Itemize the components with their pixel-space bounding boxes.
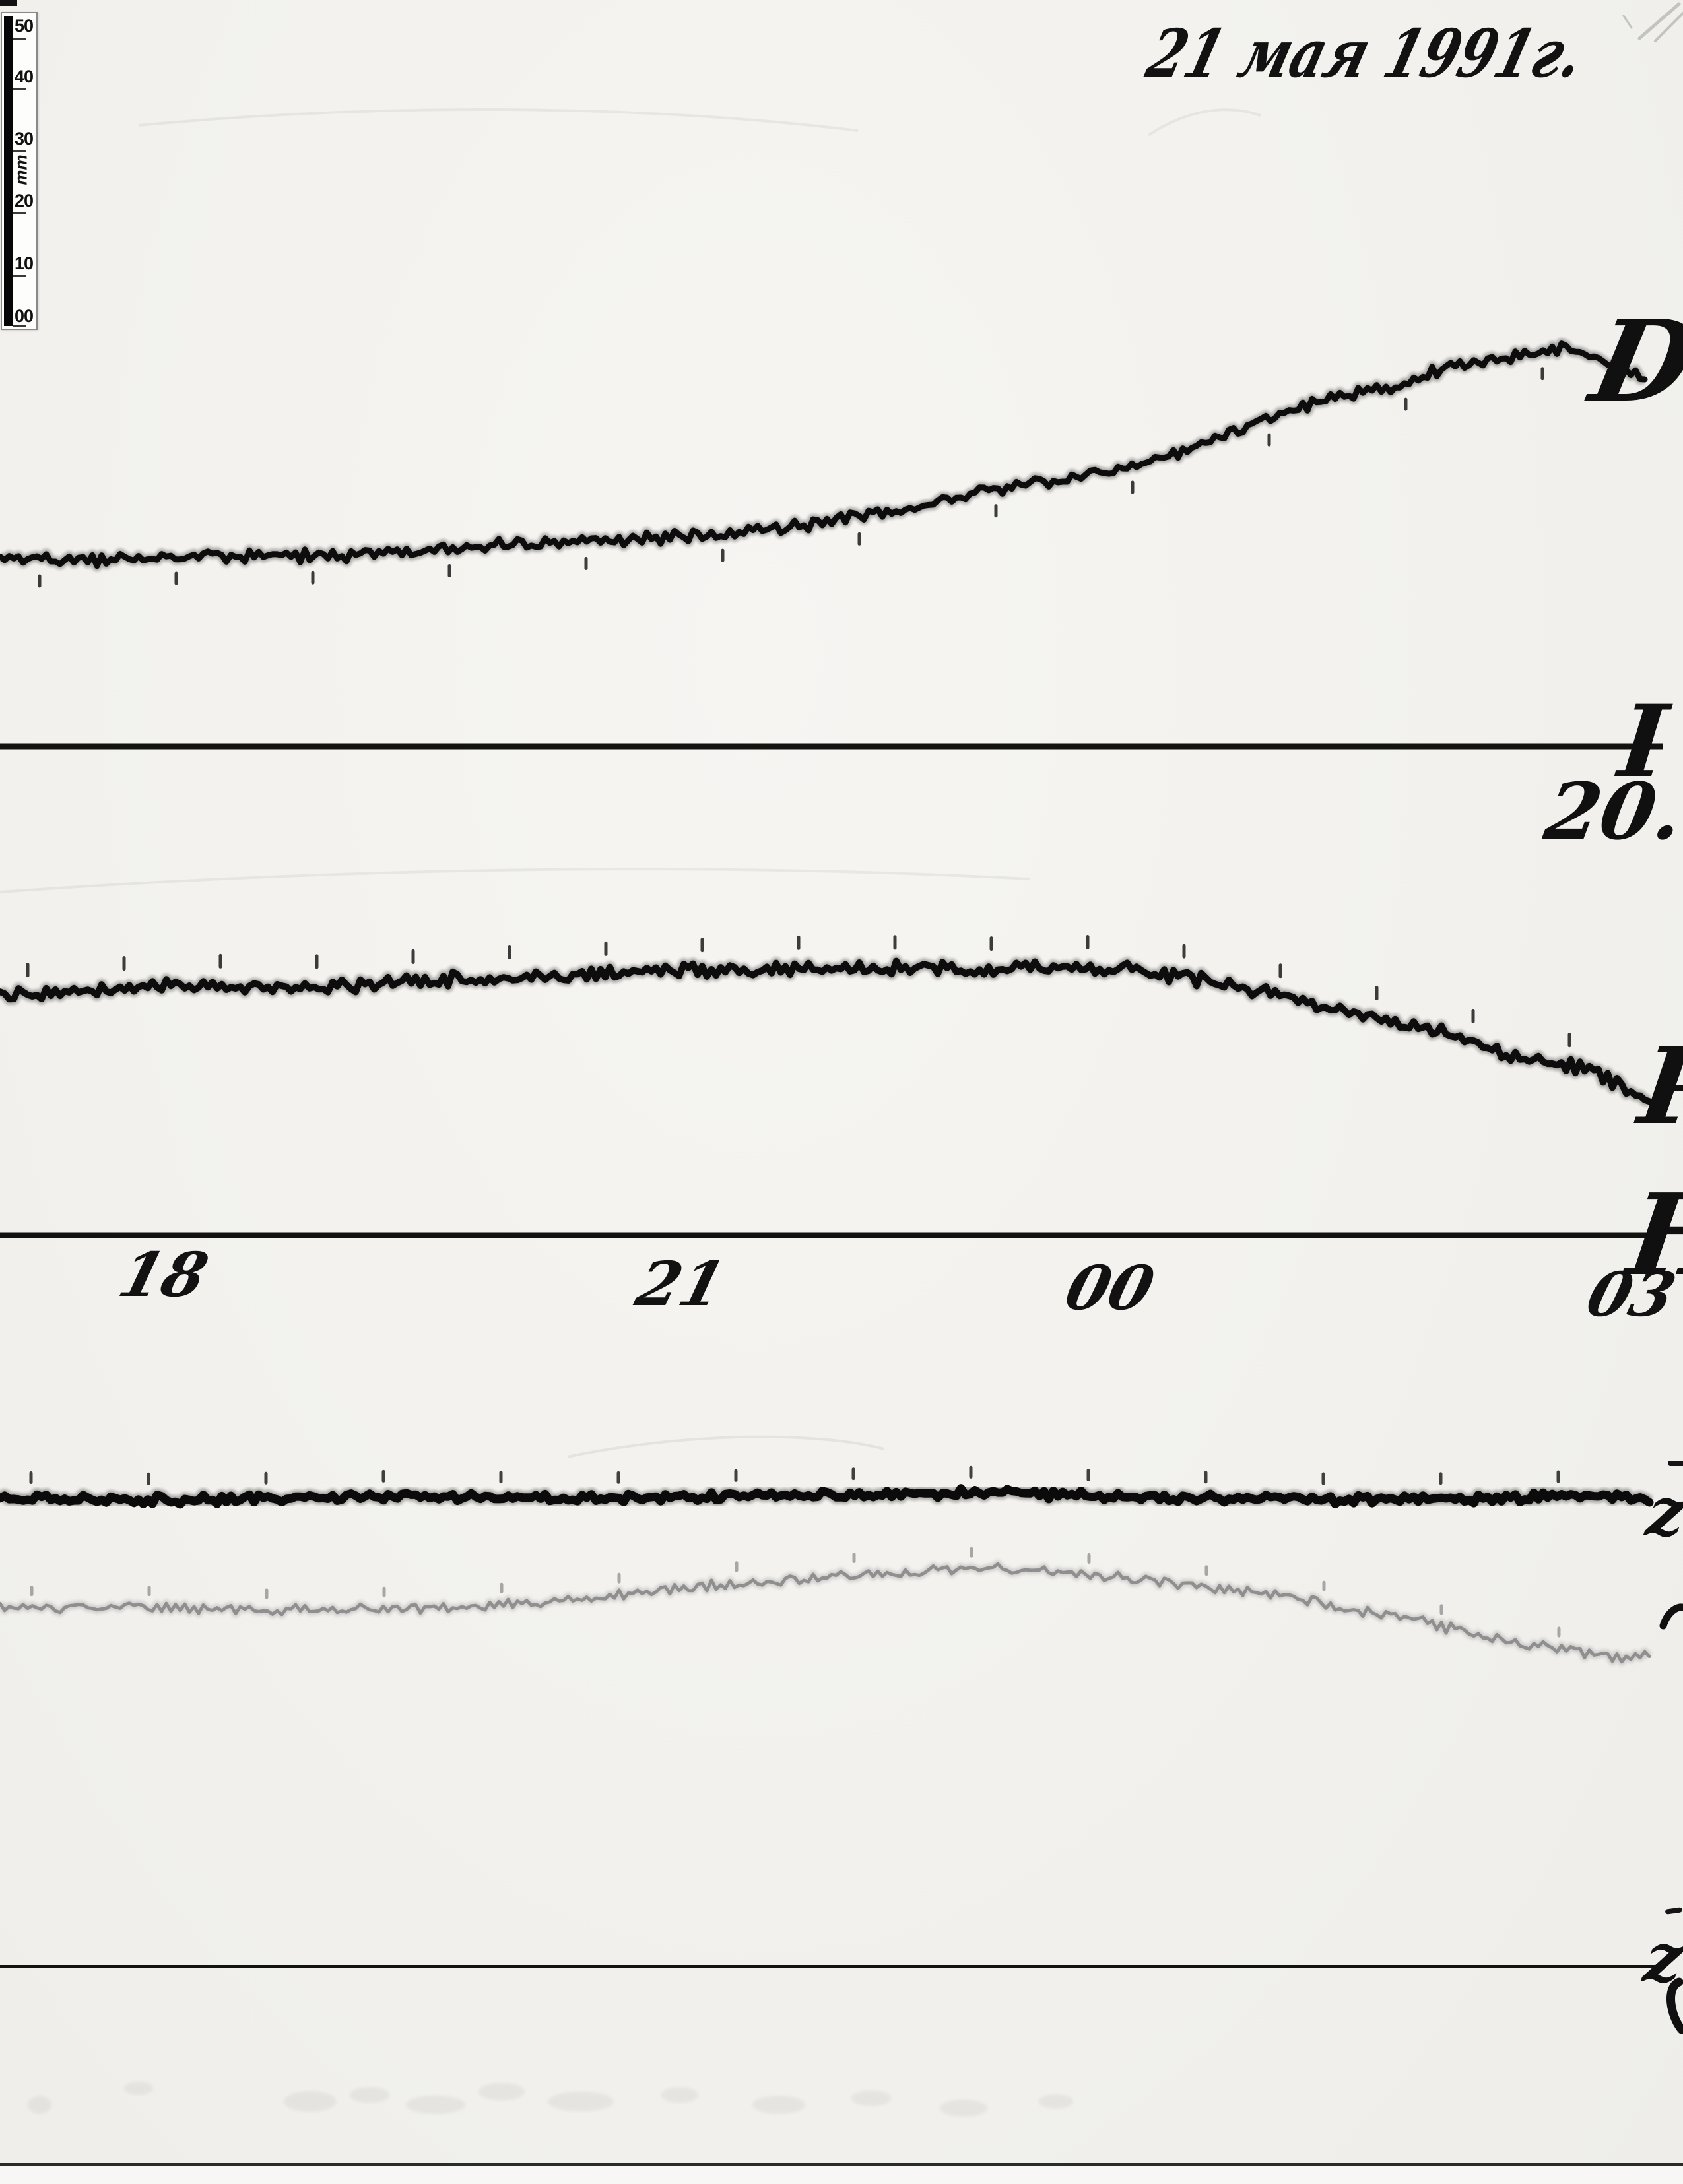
baseline1-value-left: 20. — [1538, 765, 1683, 857]
bleed-through-smudge — [752, 2096, 805, 2114]
mm-scale-ruler: 50 40 30 20 10 00 mm — [1, 12, 38, 330]
pencil-mark — [1622, 15, 1633, 29]
bleed-through-smudge — [28, 2096, 51, 2114]
trace-D-halo — [0, 338, 1645, 571]
pencil-mark — [1637, 2, 1681, 40]
trace-T-path — [0, 1562, 1651, 1664]
paper-bottom-edge — [0, 2163, 1683, 2166]
bleed-through-smudge — [1039, 2094, 1073, 2109]
bleed-through-smudge — [661, 2087, 698, 2103]
ruler-label-30: 30 — [15, 129, 34, 148]
bleed-through-smudge — [406, 2096, 465, 2114]
scanner-background-strip — [0, 2166, 1683, 2184]
ruler-label-20: 20 — [15, 191, 34, 210]
paper-crease — [567, 1435, 885, 1458]
z-overbar — [1668, 1461, 1683, 1466]
ruler-label-50: 50 — [15, 16, 34, 36]
date-annotation: 21 мая 1991г. — [1139, 15, 1593, 92]
ruler-tick — [13, 212, 26, 214]
bleed-through-smudge — [851, 2090, 891, 2106]
ruler-tick — [13, 150, 26, 152]
paper-crease — [0, 868, 1030, 893]
baseline1-value-annotation: 20.°3 — [1538, 765, 1683, 857]
trace-H-path — [0, 957, 1653, 1105]
pencil-mark — [1654, 12, 1683, 42]
bottom-label-hook — [1666, 1977, 1683, 2034]
ruler-label-00: 00 — [15, 306, 34, 326]
ruler-unit-label: mm — [11, 154, 31, 185]
paper-crease — [138, 108, 859, 132]
bleed-through-smudge — [284, 2091, 337, 2112]
bleed-through-smudge — [350, 2087, 389, 2103]
bleed-through-smudge — [478, 2083, 525, 2100]
ruler-tick — [13, 275, 26, 277]
paper-crease — [1147, 108, 1261, 137]
ruler-black-bar — [4, 16, 13, 326]
ruler-label-40: 40 — [15, 67, 34, 86]
trace-D-path — [0, 340, 1648, 569]
trace4-label-hook — [1659, 1603, 1683, 1630]
bleed-through-smudge — [124, 2082, 153, 2095]
bleed-through-smudge — [940, 2100, 987, 2117]
ruler-tick — [13, 88, 26, 90]
scan-corner-artifact — [0, 0, 17, 6]
ruler-tick — [13, 38, 26, 40]
trace-H-halo — [0, 955, 1651, 1107]
ruler-label-10: 10 — [15, 253, 34, 273]
bleed-through-smudge — [548, 2092, 614, 2111]
trace-Z-path — [0, 1484, 1654, 1509]
ruler-tick — [13, 325, 26, 327]
